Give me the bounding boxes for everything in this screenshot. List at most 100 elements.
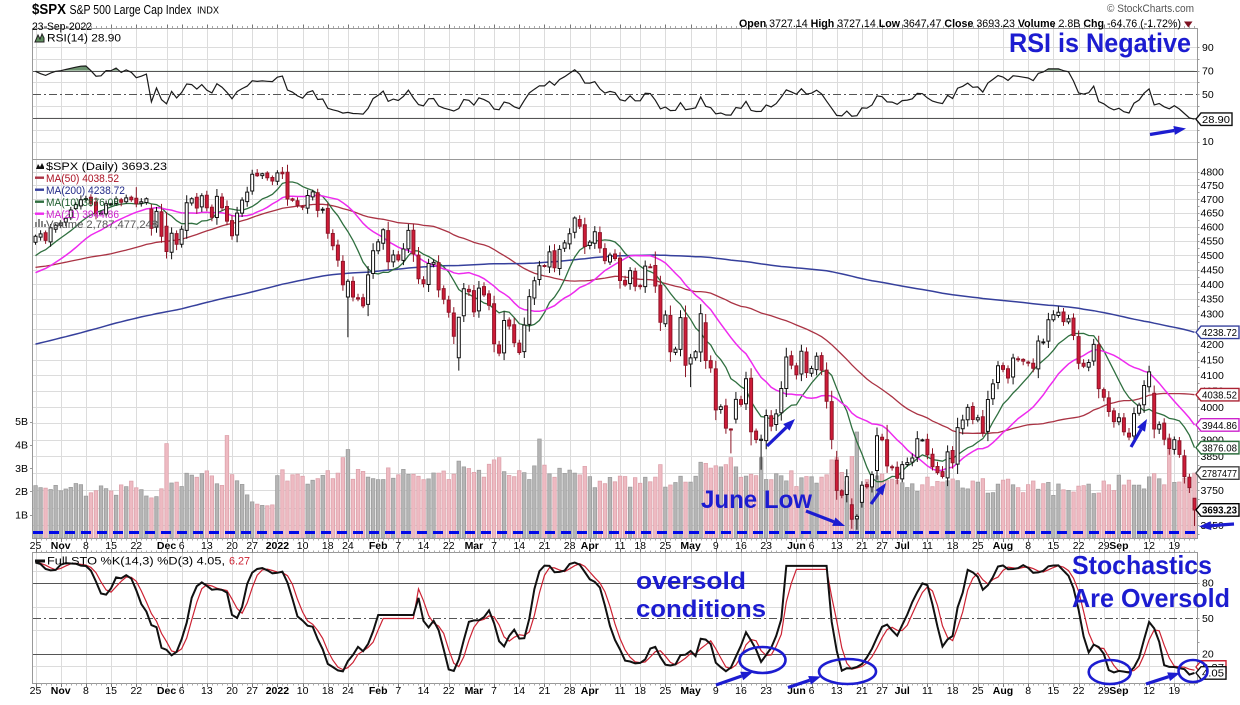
svg-text:29: 29 <box>1098 540 1110 552</box>
svg-text:14: 14 <box>513 685 525 697</box>
svg-text:11: 11 <box>615 685 626 697</box>
svg-text:Apr: Apr <box>581 540 599 552</box>
svg-text:16: 16 <box>735 540 747 552</box>
svg-text:12: 12 <box>1143 540 1155 552</box>
svg-text:Jun: Jun <box>787 685 806 697</box>
svg-text:19: 19 <box>1168 685 1180 697</box>
svg-text:5B: 5B <box>15 416 28 428</box>
svg-text:15: 15 <box>105 685 117 697</box>
svg-text:4550: 4550 <box>1201 236 1225 248</box>
svg-text:80: 80 <box>1202 578 1214 590</box>
svg-text:28: 28 <box>564 685 576 697</box>
svg-text:4200: 4200 <box>1201 339 1225 351</box>
svg-text:RSI(14) 28.90: RSI(14) 28.90 <box>47 33 121 45</box>
svg-text:4650: 4650 <box>1201 208 1225 220</box>
svg-text:70: 70 <box>1202 65 1214 77</box>
svg-text:Dec: Dec <box>157 540 176 552</box>
svg-text:21: 21 <box>539 540 551 552</box>
svg-text:18: 18 <box>947 540 959 552</box>
svg-text:Sep: Sep <box>1109 685 1128 697</box>
svg-text:14: 14 <box>418 685 430 697</box>
svg-text:13: 13 <box>831 685 843 697</box>
svg-text:50: 50 <box>1202 613 1214 625</box>
svg-text:7: 7 <box>395 685 401 697</box>
svg-text:20: 20 <box>1202 649 1214 661</box>
svg-text:© StockCharts.com: © StockCharts.com <box>1107 3 1194 15</box>
svg-text:Mar: Mar <box>465 685 484 697</box>
svg-text:June Low: June Low <box>701 486 813 514</box>
svg-text:24: 24 <box>342 685 354 697</box>
svg-text:oversold: oversold <box>636 568 746 595</box>
svg-text:4700: 4700 <box>1201 194 1225 206</box>
svg-text:14: 14 <box>418 540 430 552</box>
svg-text:4400: 4400 <box>1201 279 1225 291</box>
svg-text:4000: 4000 <box>1201 402 1225 414</box>
svg-text:Jun: Jun <box>787 540 806 552</box>
svg-text:Feb: Feb <box>369 540 388 552</box>
svg-text:4500: 4500 <box>1201 250 1225 262</box>
svg-text:10: 10 <box>297 685 309 697</box>
svg-text:Nov: Nov <box>51 685 71 697</box>
svg-text:MA(50) 4038.52: MA(50) 4038.52 <box>46 173 119 185</box>
svg-text:3693.23: 3693.23 <box>1202 505 1237 517</box>
svg-text:23-Sep-2022: 23-Sep-2022 <box>32 21 92 33</box>
svg-text:4350: 4350 <box>1201 294 1225 306</box>
svg-text:13: 13 <box>831 540 843 552</box>
svg-text:$SPX (Daily) 3693.23: $SPX (Daily) 3693.23 <box>46 161 167 173</box>
svg-text:23: 23 <box>760 540 772 552</box>
svg-text:28.90: 28.90 <box>1202 114 1230 126</box>
svg-text:12: 12 <box>1143 685 1155 697</box>
svg-text:Are Oversold: Are Oversold <box>1072 583 1230 613</box>
svg-text:20: 20 <box>226 685 238 697</box>
svg-text:3876.08: 3876.08 <box>1202 442 1237 454</box>
svg-text:4B: 4B <box>15 440 28 452</box>
svg-text:10: 10 <box>1202 136 1214 148</box>
svg-text:15: 15 <box>1048 540 1060 552</box>
svg-text:25: 25 <box>972 685 984 697</box>
svg-text:14: 14 <box>513 540 525 552</box>
svg-text:22: 22 <box>1073 540 1085 552</box>
svg-text:3B: 3B <box>15 463 28 475</box>
svg-text:Sep: Sep <box>1109 540 1128 552</box>
svg-text:25: 25 <box>30 540 42 552</box>
svg-text:29: 29 <box>1098 685 1110 697</box>
svg-text:4600: 4600 <box>1201 222 1225 234</box>
svg-text:3750: 3750 <box>1201 485 1225 497</box>
svg-text:25: 25 <box>972 540 984 552</box>
svg-text:10: 10 <box>297 540 309 552</box>
svg-text:6: 6 <box>809 685 815 697</box>
svg-text:18: 18 <box>322 540 334 552</box>
svg-text:Aug: Aug <box>993 685 1013 697</box>
svg-text:23: 23 <box>760 685 772 697</box>
svg-text:20: 20 <box>226 540 238 552</box>
svg-text:9: 9 <box>713 540 719 552</box>
svg-text:INDX: INDX <box>197 5 219 17</box>
svg-text:7: 7 <box>491 540 497 552</box>
svg-text:Mar: Mar <box>465 540 484 552</box>
svg-text:Stochastics: Stochastics <box>1072 550 1212 580</box>
svg-text:Jul: Jul <box>895 540 910 552</box>
svg-text:1B: 1B <box>15 509 28 521</box>
svg-text:27: 27 <box>876 540 888 552</box>
svg-text:MA(21) 3944.86: MA(21) 3944.86 <box>46 209 119 221</box>
svg-text:22: 22 <box>1073 685 1085 697</box>
svg-text:MA(10) 3876.08: MA(10) 3876.08 <box>46 197 119 209</box>
svg-text:4750: 4750 <box>1201 180 1225 192</box>
svg-text:$SPX: $SPX <box>32 2 66 18</box>
svg-text:MA(200) 4238.72: MA(200) 4238.72 <box>46 185 125 197</box>
svg-text:4150: 4150 <box>1201 354 1225 366</box>
svg-text:90: 90 <box>1202 42 1214 54</box>
svg-text:22: 22 <box>130 685 142 697</box>
svg-text:4238.72: 4238.72 <box>1202 327 1237 339</box>
svg-text:4300: 4300 <box>1201 309 1225 321</box>
svg-text:7: 7 <box>491 685 497 697</box>
svg-text:18: 18 <box>947 685 959 697</box>
svg-text:6.27: 6.27 <box>229 556 250 568</box>
svg-text:conditions: conditions <box>636 596 766 623</box>
svg-text:8: 8 <box>83 540 89 552</box>
svg-text:May: May <box>680 540 701 552</box>
svg-text:27: 27 <box>246 685 258 697</box>
svg-text:19: 19 <box>1168 540 1180 552</box>
svg-text:Volume 2,787,477,248: Volume 2,787,477,248 <box>46 219 158 231</box>
svg-text:25: 25 <box>660 685 672 697</box>
